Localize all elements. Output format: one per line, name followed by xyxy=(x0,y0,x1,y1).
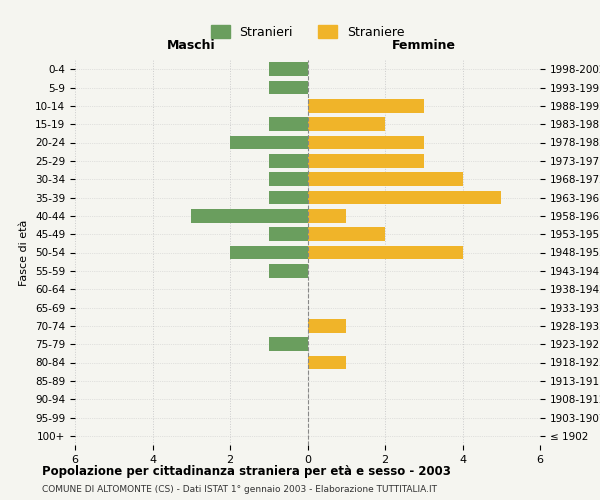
Bar xyxy=(230,136,308,149)
Text: COMUNE DI ALTOMONTE (CS) - Dati ISTAT 1° gennaio 2003 - Elaborazione TUTTITALIA.: COMUNE DI ALTOMONTE (CS) - Dati ISTAT 1°… xyxy=(42,485,437,494)
Bar xyxy=(308,154,424,168)
Bar xyxy=(191,209,308,222)
Bar xyxy=(230,246,308,260)
Bar xyxy=(308,246,463,260)
Legend: Stranieri, Straniere: Stranieri, Straniere xyxy=(206,20,409,44)
Text: Femmine: Femmine xyxy=(392,40,456,52)
Bar xyxy=(308,172,463,186)
Bar xyxy=(308,99,424,112)
Bar xyxy=(308,136,424,149)
Bar xyxy=(308,118,385,131)
Bar xyxy=(269,118,308,131)
Bar xyxy=(308,356,346,370)
Bar xyxy=(269,190,308,204)
Bar xyxy=(269,264,308,278)
Bar xyxy=(269,338,308,351)
Y-axis label: Fasce di età: Fasce di età xyxy=(19,220,29,286)
Bar xyxy=(308,228,385,241)
Bar xyxy=(269,228,308,241)
Text: Popolazione per cittadinanza straniera per età e sesso - 2003: Popolazione per cittadinanza straniera p… xyxy=(42,465,451,478)
Bar xyxy=(269,172,308,186)
Bar xyxy=(308,319,346,332)
Bar xyxy=(308,209,346,222)
Bar xyxy=(269,154,308,168)
Text: Maschi: Maschi xyxy=(167,40,215,52)
Bar xyxy=(308,190,501,204)
Bar xyxy=(269,80,308,94)
Bar xyxy=(269,62,308,76)
